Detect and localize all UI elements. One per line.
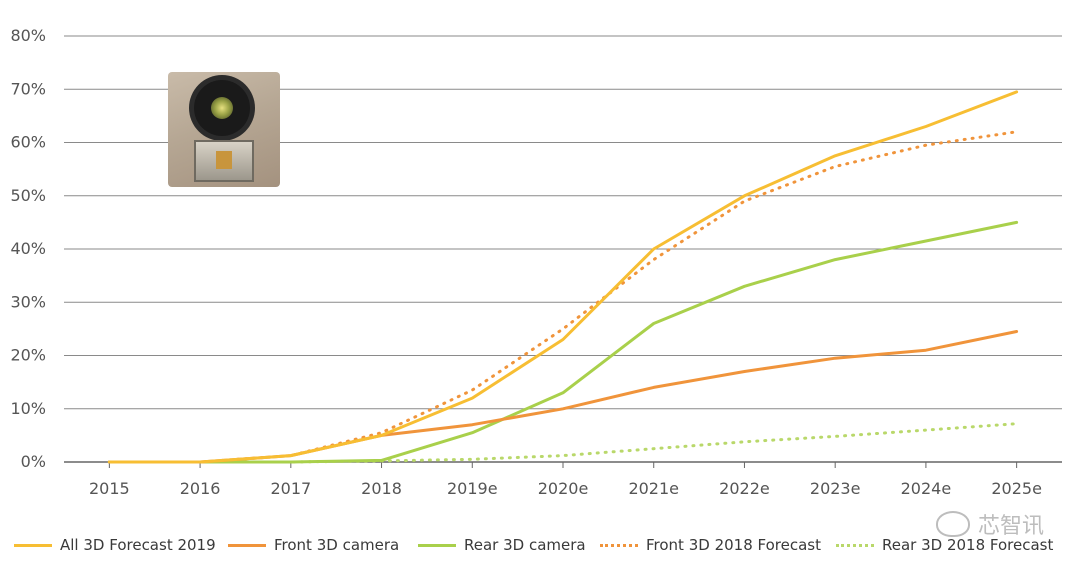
series-lines xyxy=(107,90,1019,464)
camera-module-image xyxy=(168,72,280,187)
legend-swatch xyxy=(836,543,874,547)
legend-label: Rear 3D camera xyxy=(464,536,586,554)
legend-swatch xyxy=(600,543,638,547)
watermark-text: 芯智讯 xyxy=(977,514,1044,539)
y-tick-label: 10% xyxy=(10,399,46,418)
legend-label: Rear 3D 2018 Forecast xyxy=(882,536,1054,554)
legend-item-rear-3d-2018-forecast: Rear 3D 2018 Forecast xyxy=(836,536,1053,554)
y-tick-label: 40% xyxy=(10,239,46,258)
y-tick-label: 0% xyxy=(21,452,46,471)
x-tick-label: 2015 xyxy=(89,479,130,498)
x-tick-label: 2017 xyxy=(270,479,311,498)
y-tick-label: 50% xyxy=(10,186,46,205)
x-tick-label: 2025e xyxy=(991,479,1042,498)
series-line-all-3d-forecast-2019 xyxy=(107,90,1019,464)
series-line-rear-3d-camera xyxy=(107,220,1019,464)
y-axis: 0% 10% 20% 30% 40% 50% 60% 70% 80% xyxy=(10,26,46,471)
x-tick-label: 2024e xyxy=(901,479,952,498)
y-tick-label: 20% xyxy=(10,346,46,365)
sensor-chip xyxy=(216,151,232,169)
legend: All 3D Forecast 2019 Front 3D camera Rea… xyxy=(0,536,1080,564)
camera-lens-ring xyxy=(194,80,250,136)
watermark: 芯智讯 xyxy=(935,508,1044,540)
legend-label: All 3D Forecast 2019 xyxy=(60,536,216,554)
wechat-icon xyxy=(935,511,970,537)
legend-label: Front 3D 2018 Forecast xyxy=(646,536,821,554)
x-tick-label: 2020e xyxy=(538,479,589,498)
x-tick-label: 2023e xyxy=(810,479,861,498)
x-tick-label: 2018 xyxy=(361,479,402,498)
legend-item-front-3d-camera: Front 3D camera xyxy=(228,536,399,554)
camera-lens xyxy=(211,97,233,119)
legend-swatch xyxy=(418,543,456,547)
x-tick-label: 2021e xyxy=(628,479,679,498)
legend-swatch xyxy=(14,543,52,547)
legend-swatch xyxy=(228,543,266,547)
series-line-front-3d-camera xyxy=(107,330,1019,464)
y-tick-label: 70% xyxy=(10,79,46,98)
x-axis: 2015 2016 2017 2018 2019e 2020e 2021e 2022e 2023… xyxy=(89,462,1042,498)
y-tick-label: 60% xyxy=(10,133,46,152)
legend-item-front-3d-2018-forecast: Front 3D 2018 Forecast xyxy=(600,536,821,554)
series-line-rear-3d-2018-forecast xyxy=(107,422,1019,464)
y-tick-label: 30% xyxy=(10,292,46,311)
x-tick-label: 2016 xyxy=(180,479,221,498)
x-tick-label: 2022e xyxy=(719,479,770,498)
y-tick-label: 80% xyxy=(10,26,46,45)
x-tick-label: 2019e xyxy=(447,479,498,498)
legend-label: Front 3D camera xyxy=(274,536,400,554)
legend-item-rear-3d-camera: Rear 3D camera xyxy=(418,536,586,554)
legend-item-all-3d-forecast-2019: All 3D Forecast 2019 xyxy=(14,536,216,554)
sensor-base xyxy=(194,140,254,182)
